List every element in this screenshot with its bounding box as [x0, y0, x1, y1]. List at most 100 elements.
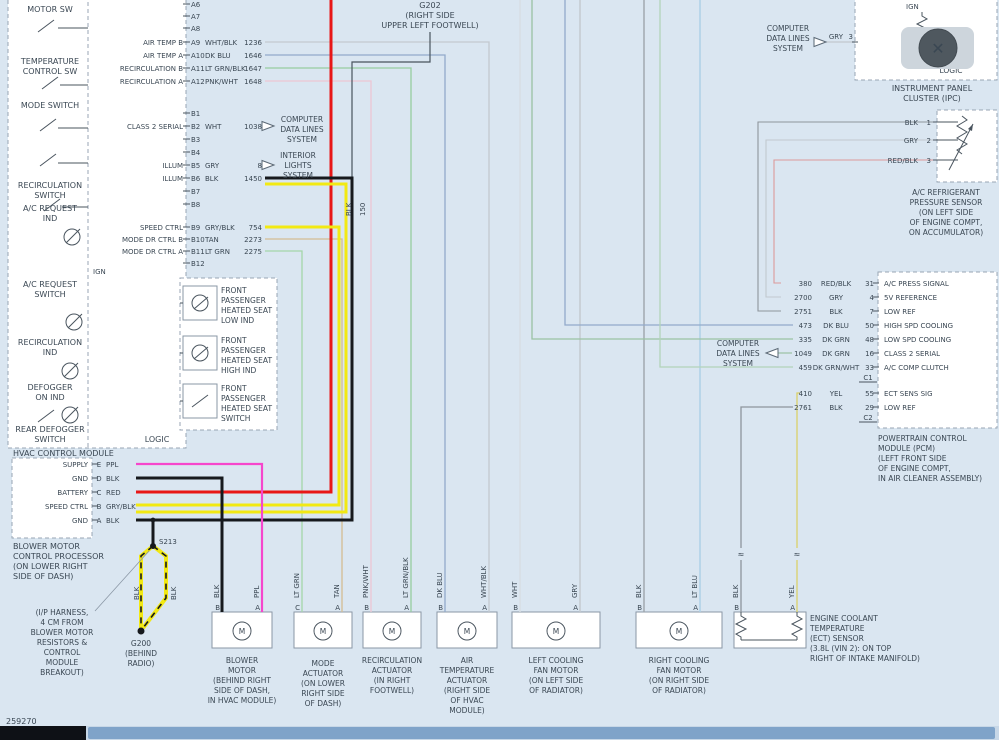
left-fan-caption: LEFT COOLING: [529, 656, 584, 665]
pin-function-label: LOW SPD COOLING: [884, 336, 951, 344]
wire-ltgrnblk-recirc: [265, 67, 412, 612]
logic-label: LOGIC: [939, 66, 962, 75]
hvac-module-caption: HVAC CONTROL MODULE: [13, 449, 114, 458]
hvac-switch-label: MOTOR SW: [27, 5, 73, 14]
wire-color-label: BLK: [345, 202, 353, 216]
cdl-annotation-ipc: DATA LINES: [766, 34, 809, 43]
wire-color-label: RED/BLK: [821, 280, 852, 288]
right-fan-box: [635, 611, 723, 649]
pin-number: 3: [849, 33, 853, 41]
pin-function-label: ECT SENS SIG: [884, 390, 933, 398]
right-fan-motor-icon: [669, 621, 689, 641]
pressure-sensor-arrow: [948, 123, 974, 171]
wire-redblk-pressure: [773, 159, 934, 284]
seat-lamp-needles: [193, 296, 209, 360]
wire-color-label: GRY: [829, 294, 844, 302]
offpage-arrow-ipc: [813, 36, 828, 48]
left-fan-caption: FAN MOTOR: [534, 666, 579, 675]
pin-function-label: ILLUM: [162, 162, 183, 170]
recirc-actuator-caption: ACTUATOR: [372, 666, 413, 675]
left-fan-caption: OF RADIATOR): [529, 686, 583, 695]
wires-highlighted: [136, 0, 354, 635]
component-pin: A: [255, 604, 260, 612]
harness-note: BLOWER MOTOR: [31, 628, 94, 637]
g200-label: (BEHIND: [125, 649, 157, 658]
module-boxes: [7, 0, 998, 649]
scrollbar-corner: [0, 726, 86, 740]
offpage-arrow-b2: [261, 120, 276, 132]
recirc-actuator-caption: FOOTWELL): [370, 686, 414, 695]
pin-function-label: A/C PRESS SIGNAL: [884, 280, 949, 288]
mode-motor-icon: [313, 621, 333, 641]
pin-function-label: HIGH SPD COOLING: [884, 322, 953, 330]
circuit-number: 2275: [244, 248, 262, 256]
wire-color-label: DK BLU: [823, 322, 849, 330]
wire-color-label: BLK: [106, 517, 120, 525]
processor-pin: E: [97, 461, 101, 469]
pressure-sensor-caption: PRESSURE SENSOR: [910, 198, 983, 207]
component-pin: A: [790, 604, 795, 612]
hvac-switch-label: IND: [43, 214, 58, 223]
pin-number: 31: [865, 280, 874, 288]
seat-high-ind-label: HIGH IND: [221, 366, 257, 375]
pin-function-label: LOW REF: [884, 308, 916, 316]
ect-sensor-box: [733, 611, 807, 649]
s213-label: S213: [159, 538, 177, 546]
pin-function-label: CLASS 2 SERIAL: [884, 350, 940, 358]
close-button-circle[interactable]: [918, 28, 958, 68]
ipc-caption: INSTRUMENT PANEL: [892, 84, 973, 93]
pin-number: 16: [865, 350, 874, 358]
wire-dkblu-high-spd: [564, 0, 793, 326]
scrollbar-thumb[interactable]: [88, 727, 995, 739]
wires-faint: [265, 0, 934, 612]
wire-black-ground-trunk: [136, 176, 354, 522]
cdl-annotation-pcm: SYSTEM: [723, 359, 753, 368]
pin-function-label: MODE DR CTRL A: [122, 248, 183, 256]
blower-motor-caption: MOTOR: [228, 666, 256, 675]
hvac-pin: A12: [191, 78, 205, 86]
wire-yel-ect: [796, 392, 800, 612]
blower-motor-box: [211, 611, 273, 649]
processor-pin-ticks: [92, 463, 98, 521]
ui-chrome: ✕: [0, 27, 999, 740]
right-fan-caption: OF RADIATOR): [652, 686, 706, 695]
hvac-pin: A9: [191, 39, 200, 47]
pcm-caption: (LEFT FRONT SIDE: [878, 454, 947, 463]
pin-number: 55: [865, 390, 874, 398]
hvac-switch-label: RECIRCULATION: [18, 181, 82, 190]
hvac-pin: B9: [191, 224, 200, 232]
component-pin: B: [438, 604, 443, 612]
hvac-switch-label: SWITCH: [34, 435, 65, 444]
cdl-annotation: COMPUTER: [281, 115, 323, 124]
pin-number: 48: [865, 336, 874, 344]
logic-label: LOGIC: [145, 435, 170, 444]
mode-actuator-caption: ACTUATOR: [303, 669, 344, 678]
wire-color-label: TAN: [204, 236, 219, 244]
circuit-number: 2761: [794, 404, 812, 412]
offpage-arrow-b5: [261, 159, 276, 171]
close-button[interactable]: ✕: [918, 28, 958, 68]
hvac-switch-label: MODE SWITCH: [21, 101, 79, 110]
hvac-pin: B11: [191, 248, 205, 256]
wire-color-label: GRY: [904, 137, 919, 145]
pin-function-label: CLASS 2 SERIAL: [127, 123, 183, 131]
recirc-actuator-caption: RECIRCULATION: [362, 656, 422, 665]
wire-color-label: DK BLU: [205, 52, 231, 60]
harness-note: MODULE: [46, 658, 79, 667]
pcm-pin-ticks: [873, 282, 879, 408]
harness-note: 4 CM FROM: [40, 618, 83, 627]
seat-low-ind-label: FRONT: [221, 286, 247, 295]
defogger-ind-lamp-icon: [61, 406, 79, 424]
seat-switch-label: PASSENGER: [221, 394, 266, 403]
seat-high-ind-lamp-icon: [191, 344, 209, 362]
hvac-pin: B1: [191, 110, 200, 118]
seat-high-ind-label: PASSENGER: [221, 346, 266, 355]
motor-m: M: [676, 627, 682, 636]
pin-number: 7: [870, 308, 874, 316]
processor-fn: BATTERY: [57, 489, 88, 497]
hvac-pin: A6: [191, 1, 201, 9]
circuit-number: 380: [799, 280, 812, 288]
wire-color-label: DK GRN: [822, 350, 850, 358]
close-icon[interactable]: ✕: [931, 39, 944, 58]
blower-motor-caption: (BEHIND RIGHT: [213, 676, 271, 685]
